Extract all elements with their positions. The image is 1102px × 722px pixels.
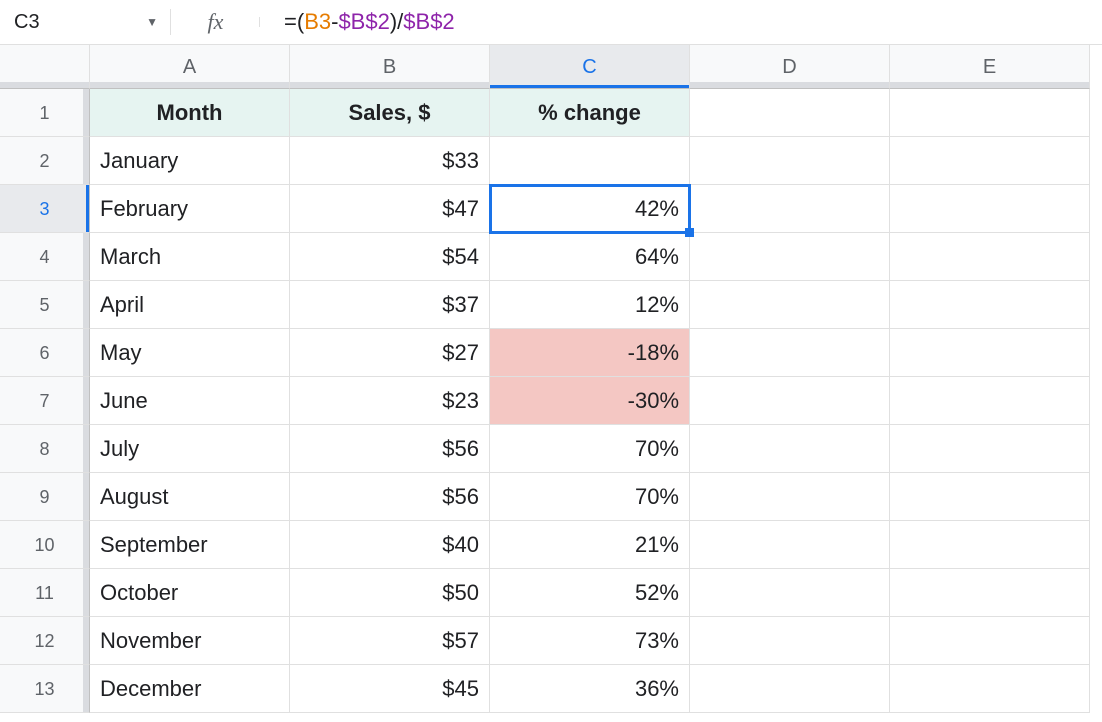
- cell-D4[interactable]: [690, 233, 890, 281]
- cell-A11[interactable]: October: [90, 569, 290, 617]
- cell-A3[interactable]: February: [90, 185, 290, 233]
- cell-A7[interactable]: June: [90, 377, 290, 425]
- cell-E6[interactable]: [890, 329, 1090, 377]
- cell-E2[interactable]: [890, 137, 1090, 185]
- cell-A5[interactable]: April: [90, 281, 290, 329]
- row-header-11[interactable]: 11: [0, 569, 90, 617]
- cell-C8[interactable]: 70%: [490, 425, 690, 473]
- row-header-4[interactable]: 4: [0, 233, 90, 281]
- select-all-corner[interactable]: [0, 45, 90, 89]
- row-header-2[interactable]: 2: [0, 137, 90, 185]
- cell-B1[interactable]: Sales, $: [290, 89, 490, 137]
- cell-E9[interactable]: [890, 473, 1090, 521]
- cell-A12[interactable]: November: [90, 617, 290, 665]
- column-header-A[interactable]: A: [90, 45, 290, 89]
- formula-token: B3: [304, 9, 331, 35]
- cell-A10[interactable]: September: [90, 521, 290, 569]
- row-header-12[interactable]: 12: [0, 617, 90, 665]
- row-header-13[interactable]: 13: [0, 665, 90, 713]
- cell-E7[interactable]: [890, 377, 1090, 425]
- cell-D9[interactable]: [690, 473, 890, 521]
- cell-C10[interactable]: 21%: [490, 521, 690, 569]
- row-header-6[interactable]: 6: [0, 329, 90, 377]
- cell-E3[interactable]: [890, 185, 1090, 233]
- formula-token: =: [284, 9, 297, 35]
- column-header-B[interactable]: B: [290, 45, 490, 89]
- cell-B2[interactable]: $33: [290, 137, 490, 185]
- row-header-10[interactable]: 10: [0, 521, 90, 569]
- formula-token: ): [390, 9, 397, 35]
- column-header-E[interactable]: E: [890, 45, 1090, 89]
- cell-C3[interactable]: 42%: [490, 185, 690, 233]
- cell-B5[interactable]: $37: [290, 281, 490, 329]
- cell-B4[interactable]: $54: [290, 233, 490, 281]
- formula-token: (: [297, 9, 304, 35]
- formula-token: $B$2: [403, 9, 454, 35]
- cell-E8[interactable]: [890, 425, 1090, 473]
- cell-C7[interactable]: -30%: [490, 377, 690, 425]
- cell-B13[interactable]: $45: [290, 665, 490, 713]
- cell-A1[interactable]: Month: [90, 89, 290, 137]
- cell-A2[interactable]: January: [90, 137, 290, 185]
- formula-input[interactable]: =(B3-$B$2)/$B$2: [260, 9, 455, 35]
- cell-D8[interactable]: [690, 425, 890, 473]
- cell-D7[interactable]: [690, 377, 890, 425]
- row-header-5[interactable]: 5: [0, 281, 90, 329]
- cell-A6[interactable]: May: [90, 329, 290, 377]
- cell-E11[interactable]: [890, 569, 1090, 617]
- cell-B10[interactable]: $40: [290, 521, 490, 569]
- cell-C1[interactable]: % change: [490, 89, 690, 137]
- cell-C2[interactable]: [490, 137, 690, 185]
- name-box-value: C3: [14, 11, 40, 34]
- column-header-C[interactable]: C: [490, 45, 690, 89]
- cell-E1[interactable]: [890, 89, 1090, 137]
- cell-A4[interactable]: March: [90, 233, 290, 281]
- row-header-1[interactable]: 1: [0, 89, 90, 137]
- fx-icon[interactable]: fx: [170, 9, 260, 35]
- cell-B11[interactable]: $50: [290, 569, 490, 617]
- formula-bar: C3 ▼ fx =(B3-$B$2)/$B$2: [0, 0, 1102, 45]
- cell-D12[interactable]: [690, 617, 890, 665]
- cell-A8[interactable]: July: [90, 425, 290, 473]
- cell-B6[interactable]: $27: [290, 329, 490, 377]
- cell-E5[interactable]: [890, 281, 1090, 329]
- row-header-9[interactable]: 9: [0, 473, 90, 521]
- cell-A9[interactable]: August: [90, 473, 290, 521]
- cell-D3[interactable]: [690, 185, 890, 233]
- cell-D6[interactable]: [690, 329, 890, 377]
- cell-D10[interactable]: [690, 521, 890, 569]
- cell-B3[interactable]: $47: [290, 185, 490, 233]
- cell-C13[interactable]: 36%: [490, 665, 690, 713]
- cell-A13[interactable]: December: [90, 665, 290, 713]
- column-header-D[interactable]: D: [690, 45, 890, 89]
- cell-E4[interactable]: [890, 233, 1090, 281]
- cell-C9[interactable]: 70%: [490, 473, 690, 521]
- cell-C11[interactable]: 52%: [490, 569, 690, 617]
- cell-C5[interactable]: 12%: [490, 281, 690, 329]
- cell-B12[interactable]: $57: [290, 617, 490, 665]
- cell-B9[interactable]: $56: [290, 473, 490, 521]
- cell-D2[interactable]: [690, 137, 890, 185]
- row-header-7[interactable]: 7: [0, 377, 90, 425]
- row-header-3[interactable]: 3: [0, 185, 90, 233]
- cell-C6[interactable]: -18%: [490, 329, 690, 377]
- cell-B7[interactable]: $23: [290, 377, 490, 425]
- name-box-dropdown-icon[interactable]: ▼: [146, 15, 158, 29]
- cell-D13[interactable]: [690, 665, 890, 713]
- formula-token: -: [331, 9, 338, 35]
- cell-E13[interactable]: [890, 665, 1090, 713]
- cell-D1[interactable]: [690, 89, 890, 137]
- cell-E12[interactable]: [890, 617, 1090, 665]
- cell-C12[interactable]: 73%: [490, 617, 690, 665]
- name-box[interactable]: C3 ▼: [0, 11, 170, 34]
- row-header-8[interactable]: 8: [0, 425, 90, 473]
- cell-D11[interactable]: [690, 569, 890, 617]
- spreadsheet-grid[interactable]: ABCDE 1MonthSales, $% change 2January$33 3F…: [0, 45, 1102, 713]
- cell-D5[interactable]: [690, 281, 890, 329]
- cell-E10[interactable]: [890, 521, 1090, 569]
- cell-C4[interactable]: 64%: [490, 233, 690, 281]
- formula-token: $B$2: [338, 9, 389, 35]
- cell-B8[interactable]: $56: [290, 425, 490, 473]
